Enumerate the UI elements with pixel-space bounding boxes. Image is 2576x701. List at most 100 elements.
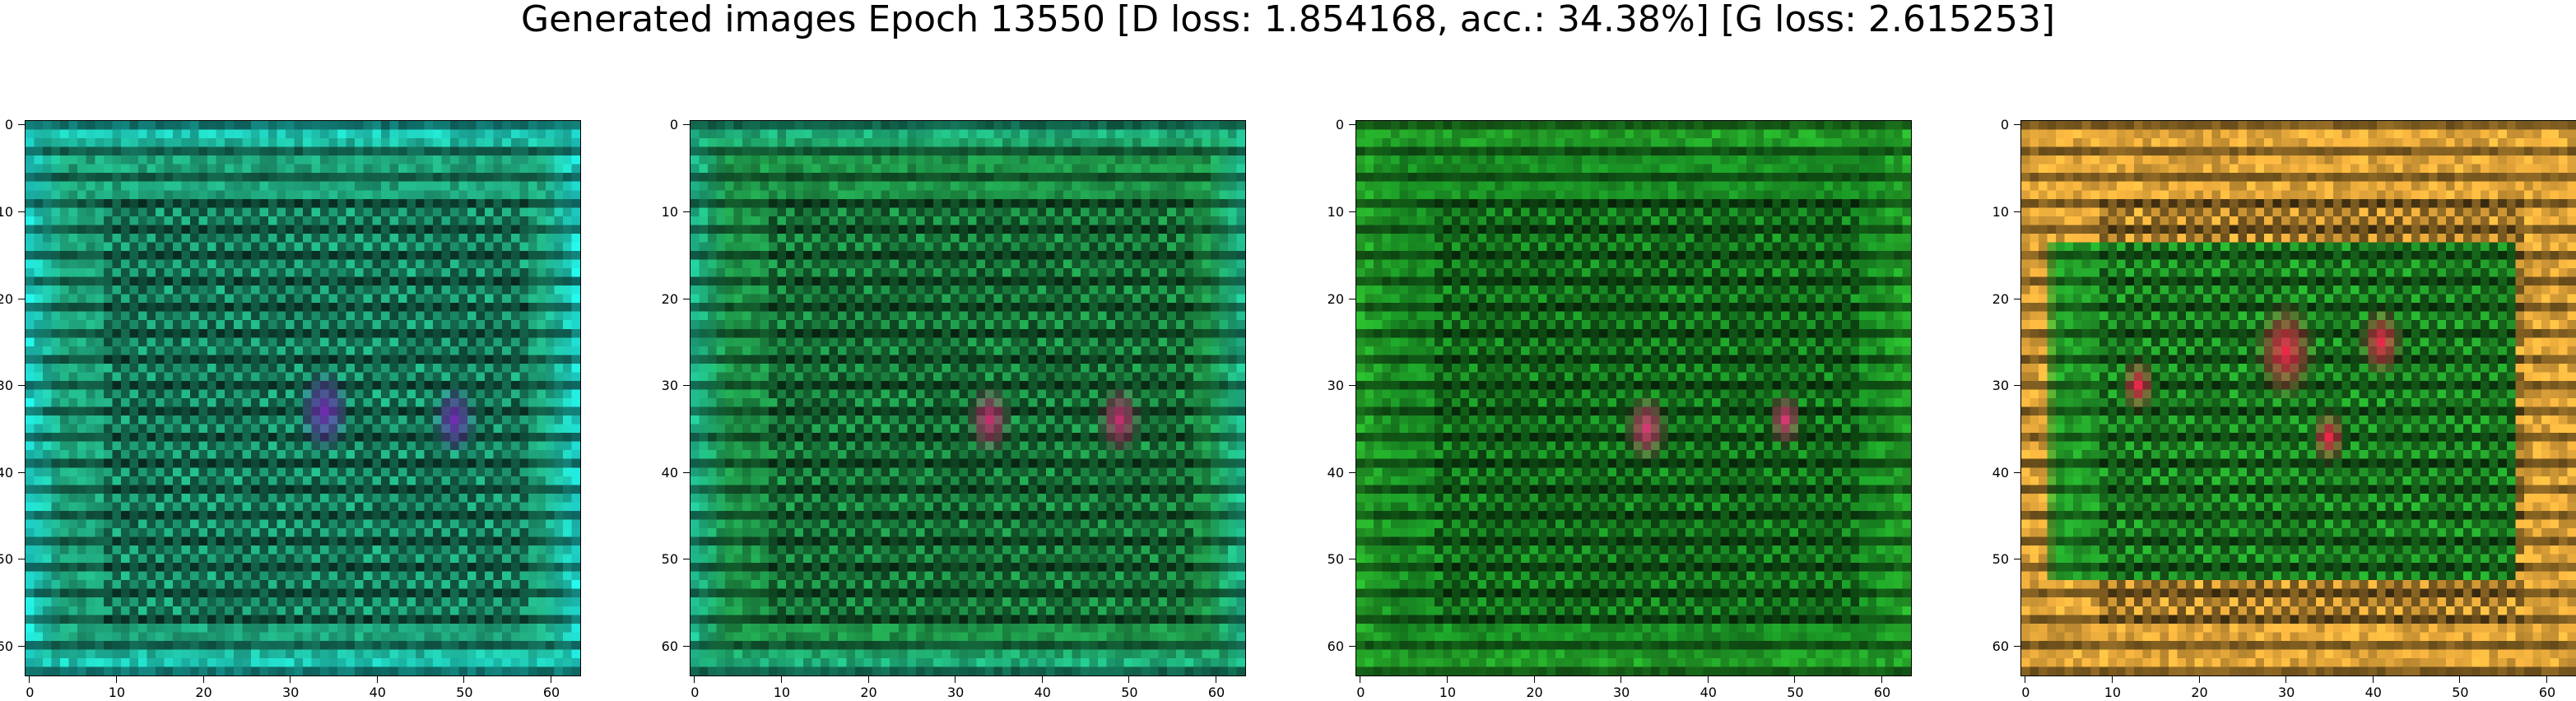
generated-image-4-pixels (2021, 121, 2576, 675)
x-tick: 30 (939, 676, 972, 701)
x-tick: 50 (2443, 676, 2476, 701)
y-tick-label: 0 (2000, 117, 2009, 133)
y-tick: 20 (1971, 291, 2020, 308)
x-tick: 20 (1518, 676, 1551, 701)
x-tick-label: 40 (1034, 685, 1051, 700)
x-tick-label: 30 (2277, 685, 2295, 700)
y-tick-label: 30 (661, 378, 678, 394)
x-tick-mark (1881, 676, 1883, 683)
generated-image-4-panel: 0 0 10 10 20 20 30 30 40 40 50 50 60 60 (1992, 117, 2576, 700)
x-tick: 20 (188, 676, 221, 701)
x-tick: 30 (1605, 676, 1638, 701)
x-tick-mark (780, 676, 782, 683)
x-tick-mark (1446, 676, 1448, 683)
y-tick: 10 (640, 204, 690, 221)
x-tick: 20 (2183, 676, 2216, 701)
y-tick: 20 (640, 291, 690, 308)
x-tick: 60 (1866, 676, 1899, 701)
y-tick-mark (1349, 124, 1355, 126)
x-tick-label: 10 (773, 685, 791, 700)
y-tick-label: 40 (0, 464, 13, 480)
y-tick-label: 60 (1327, 638, 1344, 655)
x-tick-mark (2459, 676, 2461, 683)
y-tick-mark (683, 211, 690, 212)
generated-image-3-pixels (1356, 121, 1911, 675)
y-tick: 0 (0, 117, 25, 133)
x-tick-mark (463, 676, 465, 683)
x-tick-label: 20 (195, 685, 212, 700)
y-tick-mark (1349, 646, 1355, 648)
y-tick-mark (1349, 211, 1355, 212)
x-tick: 20 (853, 676, 886, 701)
y-tick-label: 50 (1327, 551, 1344, 568)
y-tick-label: 40 (661, 464, 678, 480)
x-tick-label: 20 (1526, 685, 1543, 700)
x-tick-label: 50 (1121, 685, 1138, 700)
y-tick-label: 50 (661, 551, 678, 568)
x-tick-label: 60 (1873, 685, 1891, 700)
x-tick: 10 (1431, 676, 1464, 701)
x-tick: 10 (100, 676, 133, 701)
x-tick-mark (1041, 676, 1043, 683)
x-tick-mark (955, 676, 956, 683)
y-tick: 0 (1971, 117, 2020, 133)
generated-image-1-panel: 0 0 10 10 20 20 30 30 40 40 50 50 60 60 (0, 117, 581, 700)
x-tick: 0 (1344, 676, 1377, 701)
x-tick-mark (694, 676, 695, 683)
x-tick-mark (1707, 676, 1709, 683)
y-tick-label: 10 (1327, 203, 1344, 220)
y-tick-mark (683, 646, 690, 648)
x-tick-label: 50 (1787, 685, 1804, 700)
generated-image-1-pixels (26, 121, 580, 675)
y-tick-label: 10 (0, 203, 13, 220)
y-tick: 40 (640, 465, 690, 481)
x-tick-label: 30 (281, 685, 300, 700)
y-tick-label: 0 (1335, 117, 1344, 133)
y-tick-label: 0 (4, 117, 13, 133)
y-tick: 50 (1306, 551, 1355, 568)
y-tick: 50 (640, 551, 690, 568)
x-tick-label: 20 (2191, 685, 2208, 700)
x-tick-label: 10 (1439, 685, 1457, 700)
x-tick-label: 60 (1207, 685, 1225, 700)
x-tick-mark (2198, 676, 2200, 683)
y-tick-mark (683, 385, 690, 387)
y-tick: 10 (0, 204, 25, 221)
x-tick-label: 20 (860, 685, 877, 700)
x-tick-mark (202, 676, 204, 683)
generated-image-2 (690, 120, 1246, 676)
y-tick: 40 (0, 465, 25, 481)
x-tick-label: 30 (1612, 685, 1630, 700)
x-tick-mark (29, 676, 30, 683)
x-tick-mark (115, 676, 117, 683)
y-tick-label: 40 (1992, 464, 2009, 480)
y-tick-label: 60 (0, 638, 13, 655)
y-tick-label: 30 (1992, 378, 2009, 394)
x-tick-mark (867, 676, 869, 683)
x-tick-label: 0 (2021, 685, 2030, 700)
y-tick: 40 (1971, 465, 2020, 481)
x-tick-label: 0 (1356, 685, 1365, 700)
x-tick-label: 40 (2364, 685, 2382, 700)
x-tick-label: 60 (2538, 685, 2556, 700)
y-tick: 30 (640, 378, 690, 394)
y-tick-label: 10 (1992, 203, 2009, 220)
x-tick: 50 (1113, 676, 1146, 701)
x-tick-mark (2111, 676, 2113, 683)
x-tick-mark (2285, 676, 2287, 683)
x-tick-label: 10 (2104, 685, 2122, 700)
x-tick: 60 (535, 676, 568, 701)
x-tick: 40 (2357, 676, 2390, 701)
x-tick-label: 60 (542, 685, 560, 700)
y-tick: 20 (0, 291, 25, 308)
x-tick: 40 (1692, 676, 1725, 701)
generated-image-3 (1355, 120, 1912, 676)
y-tick-label: 10 (661, 203, 678, 220)
generated-image-2-panel: 0 0 10 10 20 20 30 30 40 40 50 50 60 60 (662, 117, 1246, 700)
y-tick-mark (2014, 646, 2020, 648)
x-tick-label: 40 (369, 685, 386, 700)
y-tick-label: 30 (0, 378, 13, 394)
x-tick: 0 (678, 676, 711, 701)
y-tick: 30 (1306, 378, 1355, 394)
x-tick-label: 10 (108, 685, 126, 700)
